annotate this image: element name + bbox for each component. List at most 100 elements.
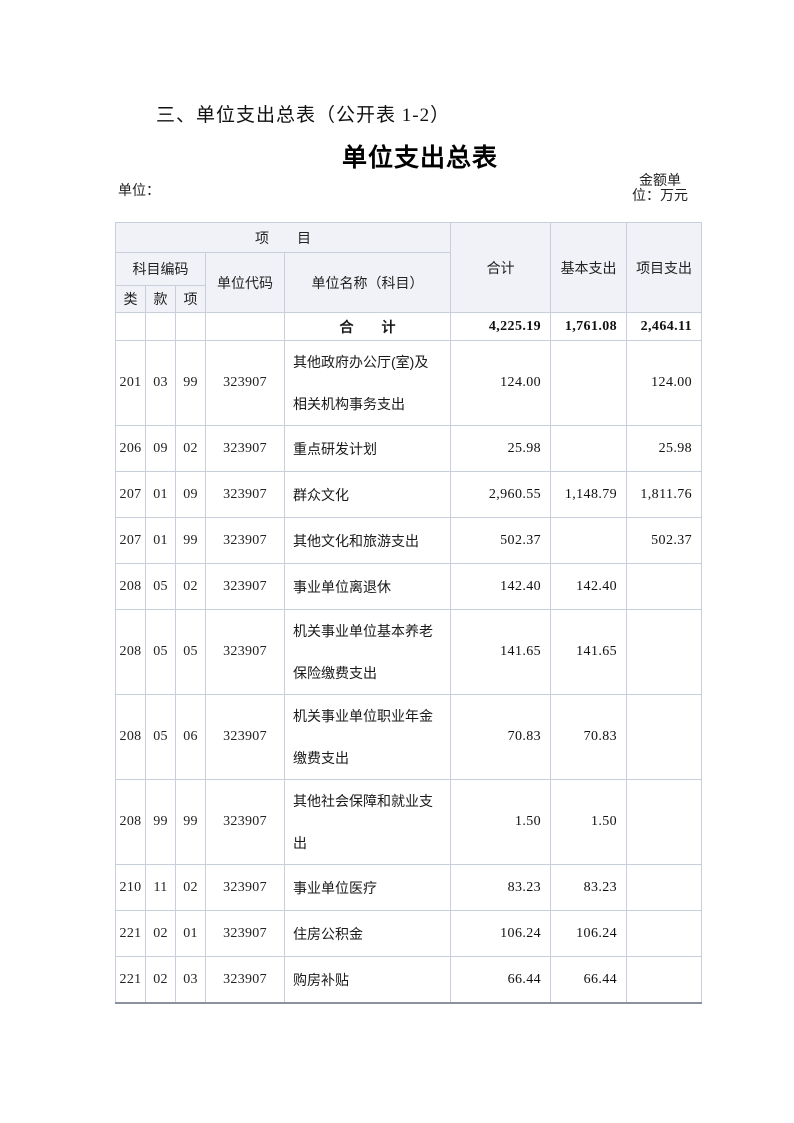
page-title: 单位支出总表 [341,144,498,172]
cell-item-code: 02 [175,425,206,472]
cell-basic-expenditure: 1,761.08 [550,312,628,341]
cell-class-code: 207 [115,471,146,518]
header-section-code: 款 [145,285,176,313]
cell-basic-expenditure: 66.44 [550,956,628,1004]
cell-total: 106.24 [450,910,552,957]
header-unit-code: 单位代码 [205,252,285,313]
section-heading: 三、单位支出总表（公开表 1-2） [156,105,451,126]
cell-total: 70.83 [450,694,552,780]
cell-basic-expenditure [550,340,628,426]
cell-item-code: 06 [175,694,206,780]
cell-section-code: 05 [145,609,176,695]
cell-basic-expenditure: 1,148.79 [550,471,628,518]
cell-unit-code: 323907 [205,694,285,780]
cell-unit-name: 其他政府办公厅(室)及相关机构事务支出 [283,340,452,426]
cell-class-code: 221 [115,956,146,1004]
cell-section-code: 05 [145,563,176,610]
cell-unit-code: 323907 [205,609,285,695]
cell-total: 25.98 [450,425,552,472]
cell-unit-name: 机关事业单位基本养老保险缴费支出 [283,609,452,695]
cell-item-code: 99 [175,340,206,426]
header-class-code: 类 [115,285,146,313]
cell-class-code: 208 [115,563,146,610]
cell-total: 141.65 [450,609,552,695]
cell-project-expenditure: 25.98 [626,425,703,472]
cell-total: 2,960.55 [450,471,552,518]
cell-item-code [175,312,206,341]
cell-item-code: 99 [175,779,206,865]
header-row-3: 类 款 项 [115,285,702,313]
unit-label: 单位： [118,184,160,199]
table-row: 合 计 4,225.19 1,761.08 2,464.11 [115,312,703,341]
table-row: 208 99 99 323907 其他社会保障和就业支出 1.50 1.50 [115,779,703,865]
header-subject-code: 科目编码 [115,252,206,286]
cell-project-expenditure [626,910,703,957]
cell-item-code: 03 [175,956,206,1004]
cell-section-code: 02 [145,910,176,957]
cell-unit-name: 合 计 [283,312,452,341]
cell-project-expenditure: 502.37 [626,517,703,564]
table-row: 207 01 99 323907 其他文化和旅游支出 502.37 502.37 [115,517,703,564]
cell-unit-name: 重点研发计划 [283,425,452,472]
cell-class-code: 201 [115,340,146,426]
cell-basic-expenditure: 83.23 [550,864,628,911]
cell-total: 124.00 [450,340,552,426]
cell-unit-code: 323907 [205,956,285,1004]
cell-total: 142.40 [450,563,552,610]
cell-section-code: 03 [145,340,176,426]
table-row: 208 05 05 323907 机关事业单位基本养老保险缴费支出 141.65… [115,609,703,695]
cell-basic-expenditure [550,425,628,472]
cell-class-code: 208 [115,609,146,695]
cell-unit-code: 323907 [205,517,285,564]
cell-class-code: 208 [115,694,146,780]
cell-total: 1.50 [450,779,552,865]
cell-unit-code: 323907 [205,425,285,472]
cell-project-expenditure [626,864,703,911]
table-row: 208 05 02 323907 事业单位离退休 142.40 142.40 [115,563,703,610]
cell-unit-code: 323907 [205,779,285,865]
header-row-1: 项 目 合计 基本支出 项目支出 [114,222,703,313]
amount-unit-line2: 位：万元 [632,189,688,204]
expenditure-table: 项 目 合计 基本支出 项目支出 科目编码 单位代码 单位名称（科目） 类 款 … [114,222,703,1004]
cell-project-expenditure [626,563,703,610]
cell-unit-name: 购房补贴 [283,956,452,1004]
header-total: 合计 [450,222,552,313]
cell-unit-name: 住房公积金 [283,910,452,957]
cell-unit-code [205,312,285,341]
cell-project-expenditure [626,956,703,1004]
cell-item-code: 02 [175,864,206,911]
cell-section-code: 99 [145,779,176,865]
cell-total: 4,225.19 [450,312,552,341]
cell-section-code: 01 [145,471,176,518]
cell-item-code: 02 [175,563,206,610]
cell-unit-code: 323907 [205,864,285,911]
table-row: 221 02 03 323907 购房补贴 66.44 66.44 [115,956,703,1004]
cell-unit-code: 323907 [205,340,285,426]
cell-unit-name: 群众文化 [283,471,452,518]
cell-item-code: 05 [175,609,206,695]
cell-basic-expenditure: 106.24 [550,910,628,957]
cell-unit-code: 323907 [205,563,285,610]
cell-unit-name: 事业单位离退休 [283,563,452,610]
cell-section-code: 11 [145,864,176,911]
header-basic-expenditure: 基本支出 [550,222,628,313]
cell-section-code: 09 [145,425,176,472]
table-header: 项 目 合计 基本支出 项目支出 科目编码 单位代码 单位名称（科目） 类 款 … [114,222,703,313]
cell-section-code: 05 [145,694,176,780]
amount-unit-line1: 金额单 [639,174,681,189]
cell-project-expenditure: 2,464.11 [626,312,703,341]
cell-basic-expenditure: 70.83 [550,694,628,780]
header-item-code: 项 [175,285,206,313]
cell-section-code: 02 [145,956,176,1004]
cell-basic-expenditure: 141.65 [550,609,628,695]
meta-row: 单位： 金额单 位：万元 [118,174,696,204]
table-row: 206 09 02 323907 重点研发计划 25.98 25.98 [115,425,703,472]
cell-unit-name: 事业单位医疗 [283,864,452,911]
cell-unit-name: 机关事业单位职业年金缴费支出 [283,694,452,780]
cell-total: 502.37 [450,517,552,564]
cell-unit-code: 323907 [205,471,285,518]
cell-total: 66.44 [450,956,552,1004]
cell-project-expenditure [626,779,703,865]
table-row: 201 03 99 323907 其他政府办公厅(室)及相关机构事务支出 124… [115,340,703,426]
